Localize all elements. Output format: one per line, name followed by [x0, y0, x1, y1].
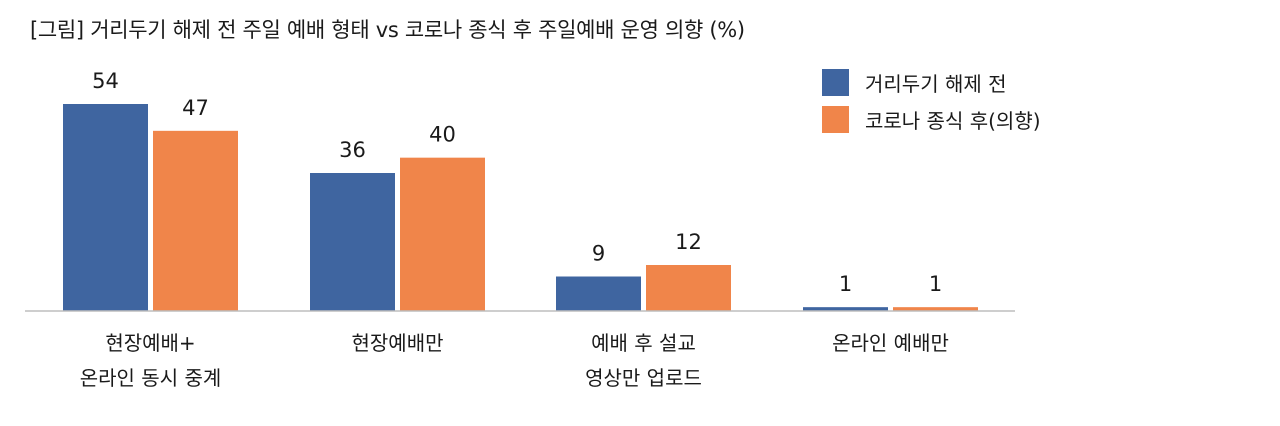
data-label-s1-c0: 47: [182, 96, 209, 120]
legend-label-before: 거리두기 해제 전: [865, 72, 1007, 96]
category-label-c1-l0: 현장예배만: [352, 331, 444, 355]
data-label-s1-c2: 12: [675, 230, 702, 254]
legend: 거리두기 해제 전 코로나 종식 후(의향): [822, 64, 1041, 138]
bar-s1-c2: [646, 265, 731, 311]
legend-item-before: 거리두기 해제 전: [822, 64, 1041, 101]
bar-s1-c1: [400, 157, 485, 311]
bars-group: 54 47 36 40 9 12 1 1: [63, 69, 978, 311]
category-label-c3-l0: 온라인 예배만: [832, 331, 949, 355]
data-label-s0-c3: 1: [839, 272, 852, 296]
category-label-c2-l0: 예배 후 설교: [591, 331, 696, 355]
bar-s1-c3: [893, 307, 978, 311]
data-label-s1-c1: 40: [429, 123, 456, 147]
category-label-c0-l0: 현장예배+: [105, 331, 195, 355]
bar-s0-c1: [310, 173, 395, 311]
legend-swatch-before: [822, 69, 849, 96]
data-label-s0-c0: 54: [92, 69, 119, 93]
bar-s0-c0: [63, 104, 148, 311]
bar-s0-c3: [803, 307, 888, 311]
category-label-c0-l1: 온라인 동시 중계: [80, 366, 222, 390]
legend-item-after: 코로나 종식 후(의향): [822, 101, 1041, 138]
legend-swatch-after: [822, 106, 849, 133]
data-label-s0-c2: 9: [592, 242, 605, 266]
category-label-c2-l1: 영상만 업로드: [585, 366, 702, 390]
bar-s1-c0: [153, 130, 238, 311]
data-label-s0-c1: 36: [339, 138, 366, 162]
legend-label-after: 코로나 종식 후(의향): [865, 109, 1041, 133]
data-label-s1-c3: 1: [929, 272, 942, 296]
bar-s0-c2: [556, 276, 641, 311]
chart-title: [그림] 거리두기 해제 전 주일 예배 형태 vs 코로나 종식 후 주일예배…: [30, 18, 745, 42]
